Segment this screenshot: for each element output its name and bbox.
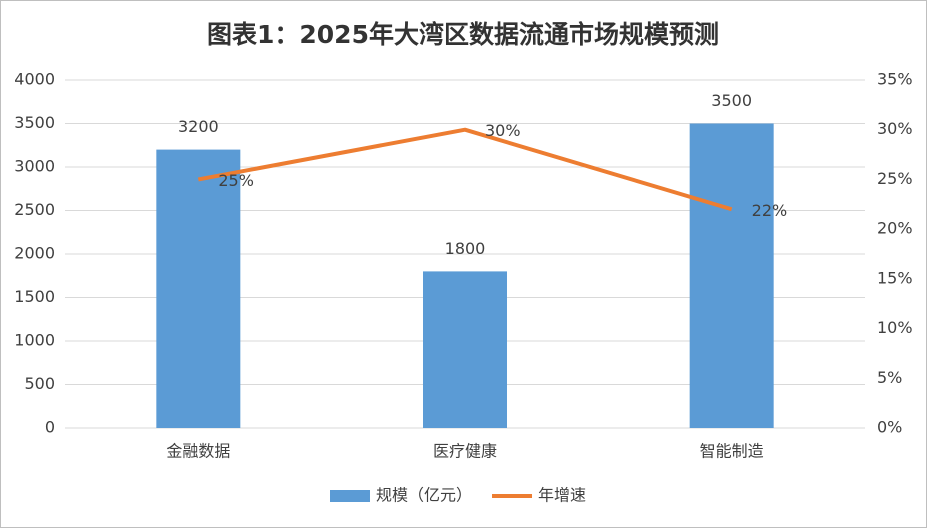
y-tick-label: 2500 — [14, 200, 55, 219]
y-tick-label: 500 — [24, 374, 55, 393]
y-tick-label: 1000 — [14, 331, 55, 350]
x-tick-label: 智能制造 — [700, 442, 764, 461]
line-value-label: 30% — [485, 121, 521, 140]
x-tick-label: 医疗健康 — [433, 442, 497, 461]
line — [197, 127, 733, 212]
y2-tick-label: 20% — [877, 219, 913, 238]
y2-tick-label: 25% — [877, 169, 913, 188]
y-tick-label: 3000 — [14, 157, 55, 176]
y2-tick-label: 0% — [877, 418, 902, 437]
bar — [156, 149, 241, 428]
line-value-label: 22% — [752, 201, 788, 220]
legend-swatch — [330, 490, 370, 502]
bar — [423, 271, 507, 428]
y2-tick-label: 10% — [877, 318, 913, 337]
y2-tick-label: 15% — [877, 268, 913, 287]
y2-tick-label: 30% — [877, 119, 913, 138]
y-tick-label: 2000 — [14, 244, 55, 263]
bar-value-label: 3500 — [711, 91, 752, 110]
bar — [689, 123, 774, 428]
y2-tick-label: 35% — [877, 70, 913, 89]
bar-value-label: 1800 — [445, 239, 486, 258]
y-tick-label: 3500 — [14, 113, 55, 132]
y2-tick-label: 5% — [877, 368, 902, 387]
y-tick-label: 1500 — [14, 287, 55, 306]
legend-label: 年增速 — [538, 486, 586, 505]
line-value-label: 25% — [218, 171, 254, 190]
bar-value-label: 3200 — [178, 117, 219, 136]
legend-label: 规模（亿元） — [376, 486, 472, 505]
y-tick-label: 0 — [45, 418, 55, 437]
y-tick-label: 4000 — [14, 70, 55, 89]
chart-title: 图表1：2025年大湾区数据流通市场规模预测 — [207, 20, 719, 49]
x-tick-label: 金融数据 — [166, 442, 230, 461]
